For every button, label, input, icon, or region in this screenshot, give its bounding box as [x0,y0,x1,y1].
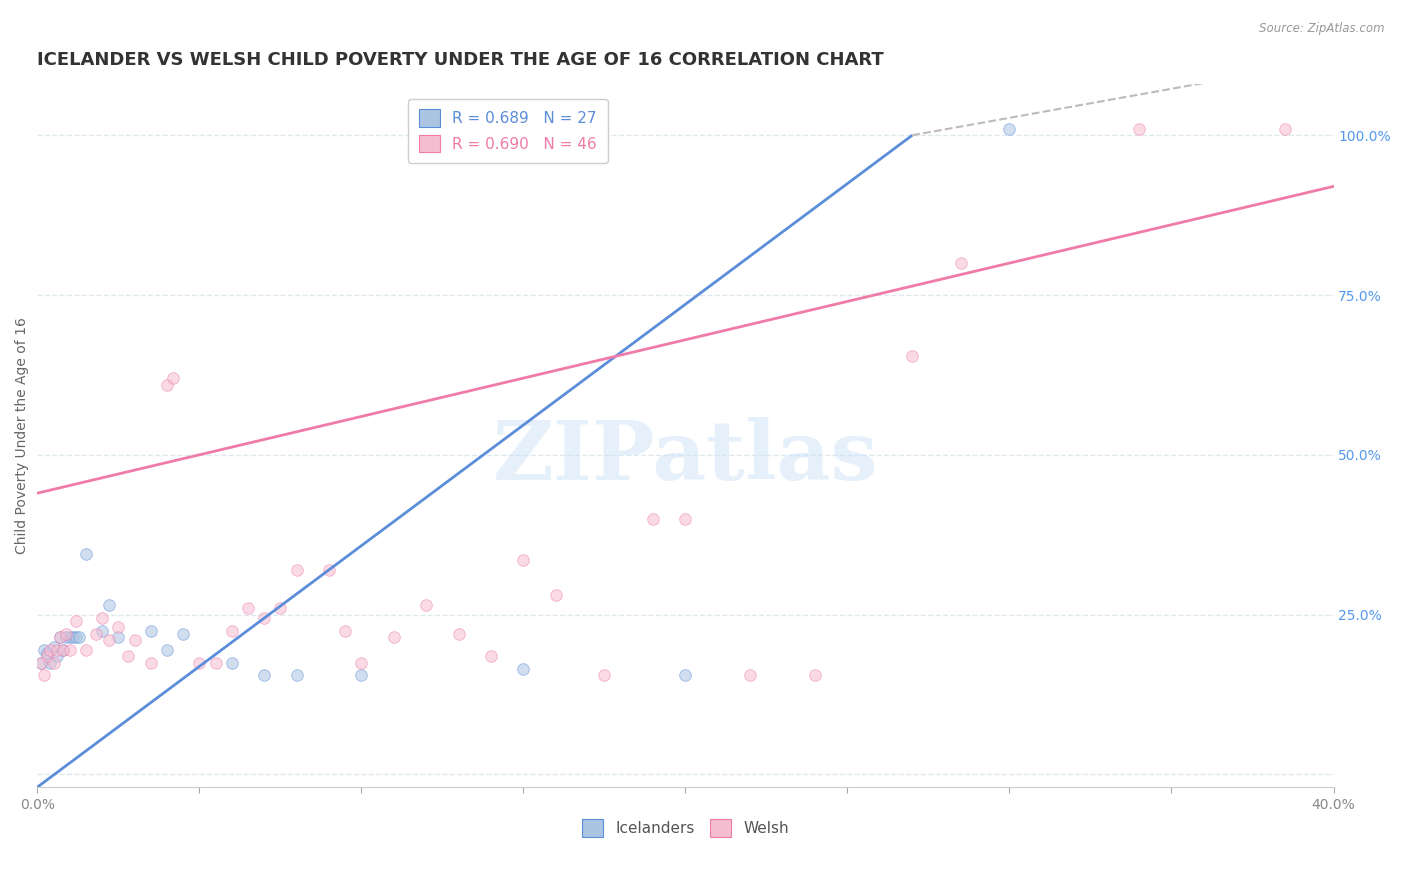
Point [544,589,567,603]
Point [117,649,139,664]
Text: ICELANDER VS WELSH CHILD POVERTY UNDER THE AGE OF 16 CORRELATION CHART: ICELANDER VS WELSH CHILD POVERTY UNDER T… [38,51,884,69]
Point [673,512,696,526]
Point [593,668,616,682]
Point [512,662,534,676]
Point [97,633,120,648]
Point [318,563,340,577]
Point [415,598,437,612]
Point [1128,121,1150,136]
Point [52,642,75,657]
Point [49,630,72,644]
Point [42,656,65,670]
Point [139,656,162,670]
Y-axis label: Child Poverty Under the Age of 16: Child Poverty Under the Age of 16 [15,318,30,554]
Point [124,633,146,648]
Point [156,377,179,392]
Point [221,656,243,670]
Point [350,656,373,670]
Point [673,668,696,682]
Point [65,630,87,644]
Point [45,642,67,657]
Point [35,649,58,664]
Point [107,630,129,644]
Point [107,620,129,634]
Point [162,371,184,385]
Point [69,630,91,644]
Point [30,656,52,670]
Point [204,656,226,670]
Point [84,626,107,640]
Point [35,646,58,660]
Point [52,642,75,657]
Point [285,563,308,577]
Point [901,349,924,363]
Point [32,668,55,682]
Point [75,642,97,657]
Point [221,624,243,638]
Point [1274,121,1296,136]
Point [447,626,470,640]
Point [62,630,84,644]
Point [172,626,194,640]
Point [335,624,357,638]
Legend: Icelanders, Welsh: Icelanders, Welsh [575,813,796,843]
Point [91,624,114,638]
Point [285,668,308,682]
Point [32,642,55,657]
Text: Source: ZipAtlas.com: Source: ZipAtlas.com [1260,22,1385,36]
Point [39,642,62,657]
Point [998,121,1021,136]
Point [91,611,114,625]
Point [949,256,972,270]
Point [253,668,276,682]
Point [188,656,211,670]
Point [97,598,120,612]
Point [75,547,97,561]
Point [740,668,762,682]
Point [30,656,52,670]
Point [55,630,77,644]
Point [42,640,65,654]
Point [512,553,534,567]
Point [55,626,77,640]
Point [641,512,664,526]
Point [59,642,82,657]
Point [39,656,62,670]
Point [139,624,162,638]
Point [804,668,827,682]
Point [59,630,82,644]
Point [65,614,87,628]
Point [269,601,291,615]
Point [382,630,405,644]
Point [156,642,179,657]
Point [236,601,259,615]
Point [253,611,276,625]
Text: ZIPatlas: ZIPatlas [492,417,879,497]
Point [49,630,72,644]
Point [479,649,502,664]
Point [45,649,67,664]
Point [350,668,373,682]
